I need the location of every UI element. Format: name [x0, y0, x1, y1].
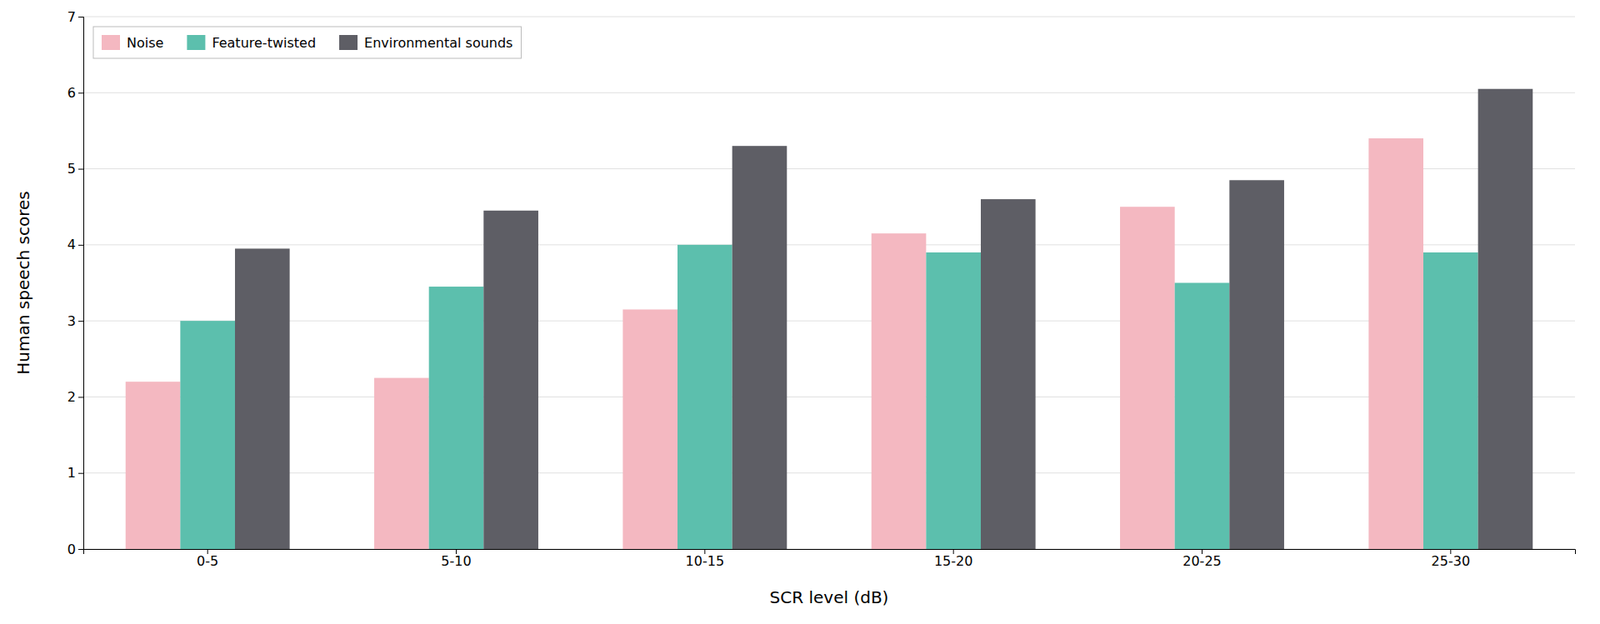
tick: 25-30: [1431, 549, 1471, 570]
tick-mark: [78, 16, 84, 18]
bar: [677, 245, 733, 550]
legend-item: Feature-twisted: [186, 35, 316, 51]
grid-line: [83, 320, 1575, 322]
tick-mark: [78, 169, 84, 170]
bar: [1368, 138, 1424, 550]
tick: 7: [67, 9, 84, 25]
series: [125, 138, 1424, 550]
tick-label: 6: [67, 85, 76, 101]
tick-label: 4: [67, 236, 76, 253]
grid-line: [83, 244, 1575, 245]
tick-label: 15-20: [934, 553, 974, 570]
tick: 10-15: [685, 549, 725, 570]
bar: [1175, 283, 1230, 550]
bar: [1478, 89, 1534, 550]
bar: [125, 381, 181, 550]
y-axis-title: Human speech scores: [13, 190, 34, 375]
tick-label: 25-30: [1431, 553, 1471, 570]
y-axis: 0 1 2 3 4 5 6 7: [67, 9, 85, 558]
tick-mark: [78, 245, 84, 246]
bar: [374, 378, 430, 550]
legend-swatch: [101, 35, 120, 50]
tick: 6: [67, 85, 84, 101]
tick-label: 0: [67, 541, 76, 558]
bar: [429, 286, 485, 550]
bar: [1229, 180, 1285, 550]
tick: 20-25: [1182, 549, 1222, 570]
tick: 0-5: [196, 549, 219, 570]
tick-label: 2: [67, 389, 76, 405]
chart: 0 1 2 3 4 5 6 7 0-5 5-10 10-15 15-20 20-25 25-30 Noise…: [0, 0, 1600, 624]
bar: [1120, 206, 1175, 550]
grid: [83, 16, 1575, 550]
tick: 5-10: [440, 549, 471, 570]
bar: [925, 252, 981, 550]
grid-line: [83, 16, 1575, 18]
plot: 0 1 2 3 4 5 6 7 0-5 5-10 10-15 15-20 20-25 25-30 Noise…: [67, 9, 1576, 570]
bar: [235, 248, 290, 550]
tick-mark: [78, 92, 84, 94]
grid-line: [83, 92, 1575, 94]
grid-line: [83, 168, 1575, 170]
tick-mark: [78, 549, 84, 550]
tick-mark: [78, 473, 84, 475]
bar: [180, 320, 235, 550]
tick-label: 10-15: [685, 553, 725, 570]
legend-label: Noise: [126, 35, 164, 51]
bar: [1423, 252, 1479, 550]
tick-label: 7: [67, 9, 76, 25]
legend-swatch: [186, 35, 205, 50]
legend-swatch: [339, 35, 358, 50]
tick: 2: [67, 389, 84, 405]
x-axis-title: SCR level (dB): [770, 587, 890, 608]
tick: 1: [67, 465, 84, 481]
tick-label: 20-25: [1182, 553, 1222, 570]
legend-item: Environmental sounds: [339, 35, 513, 51]
series: [235, 89, 1533, 550]
bar: [732, 145, 788, 550]
bars: [125, 89, 1534, 550]
x-axis: 0-5 5-10 10-15 15-20 20-25 25-30: [84, 549, 1576, 570]
legend-item: Noise: [101, 35, 164, 51]
axis-line: [78, 17, 85, 550]
legend-label: Environmental sounds: [364, 35, 513, 51]
legend-frame: [93, 26, 521, 59]
tick: 4: [67, 236, 84, 253]
tick-label: 5-10: [440, 553, 471, 570]
tick: 0: [67, 541, 84, 558]
tick-mark: [78, 320, 84, 322]
tick: 5: [67, 160, 84, 177]
tick-label: 0-5: [196, 553, 219, 570]
bar: [622, 309, 678, 550]
tick-label: 3: [67, 313, 76, 330]
tick-mark: [78, 396, 84, 398]
tick: 3: [67, 313, 84, 330]
tick-label: 5: [67, 160, 76, 177]
grid-line: [83, 396, 1575, 398]
bar: [483, 210, 539, 550]
grid-line: [83, 472, 1575, 474]
tick-label: 1: [67, 465, 76, 481]
legend: Noise Feature-twisted Environmental sounds: [93, 26, 521, 59]
axis-line: [84, 550, 1576, 555]
bar: [871, 233, 927, 550]
tick: 15-20: [934, 549, 974, 570]
legend-label: Feature-twisted: [211, 35, 316, 51]
bar: [980, 199, 1036, 550]
